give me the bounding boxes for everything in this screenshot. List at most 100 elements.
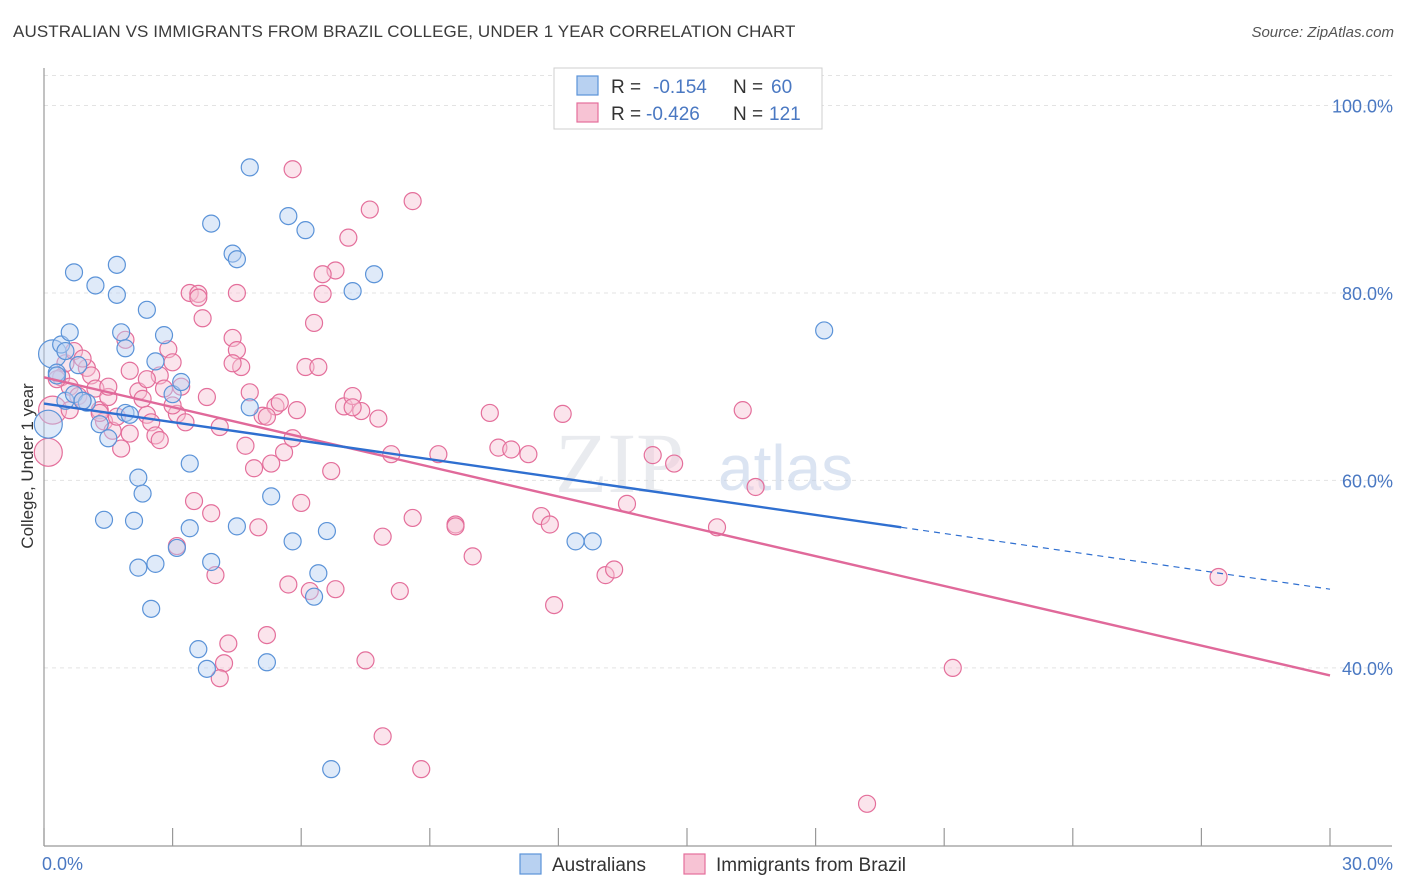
australian-point-22 bbox=[99, 429, 118, 448]
legend-n-value-pink: 121 bbox=[769, 104, 801, 125]
brazil-point-99 bbox=[1209, 567, 1228, 587]
brazil-point-118 bbox=[309, 357, 328, 377]
australian-point-25 bbox=[133, 484, 152, 503]
legend-r-value-blue: -0.154 bbox=[653, 77, 707, 98]
series-legend-label-brazil: Immigrants from Brazil bbox=[716, 855, 906, 876]
brazil-point-97 bbox=[857, 794, 877, 813]
australian-point-29 bbox=[146, 554, 165, 573]
brazil-point-61 bbox=[304, 313, 324, 333]
australian-point-27 bbox=[124, 511, 144, 530]
australian-point-38 bbox=[197, 659, 216, 678]
australian-point-4 bbox=[56, 341, 75, 361]
australian-point-55 bbox=[583, 532, 602, 551]
australian-point-32 bbox=[180, 454, 199, 473]
y-axis-title: College, Under 1 year bbox=[18, 383, 37, 549]
australian-point-5 bbox=[60, 323, 79, 342]
brazil-point-46 bbox=[240, 383, 259, 402]
brazil-point-109 bbox=[189, 288, 208, 307]
x-tick-label-max: 30.0% bbox=[1342, 854, 1393, 874]
legend-n-label-pink: N = bbox=[733, 104, 763, 125]
australian-point-43 bbox=[262, 487, 281, 506]
brazil-trend-line bbox=[43, 376, 1331, 677]
australian-point-8 bbox=[69, 356, 88, 375]
brazil-point-48 bbox=[249, 518, 268, 537]
legend-swatch-blue bbox=[576, 75, 599, 96]
series-legend-swatch-brazil bbox=[683, 853, 706, 875]
brazil-point-77 bbox=[412, 760, 431, 779]
australian-point-10 bbox=[86, 276, 105, 295]
stats-legend: R = -0.154 N = 60 R = -0.426 N = 121 bbox=[553, 67, 823, 130]
australian-point-0 bbox=[33, 409, 63, 439]
brazil-point-111 bbox=[326, 580, 345, 599]
brazil-point-95 bbox=[733, 401, 752, 420]
brazil-point-90 bbox=[605, 560, 624, 579]
australian-point-39 bbox=[202, 552, 221, 572]
australian-point-21 bbox=[90, 415, 109, 434]
brazil-point-92 bbox=[643, 446, 662, 465]
brazil-point-87 bbox=[545, 596, 564, 615]
brazil-point-112 bbox=[343, 398, 362, 417]
australian-point-44 bbox=[279, 207, 298, 226]
brazil-point-40 bbox=[214, 654, 234, 673]
australian-point-45 bbox=[296, 221, 315, 240]
brazil-point-57 bbox=[287, 401, 307, 420]
brazil-point-58 bbox=[292, 493, 311, 513]
australian-point-19 bbox=[172, 372, 191, 392]
brazil-point-41 bbox=[219, 634, 238, 653]
brazil-point-73 bbox=[373, 727, 392, 746]
y-tick-label-60: 60.0% bbox=[1342, 471, 1393, 491]
brazil-point-66 bbox=[339, 228, 358, 247]
australian-point-47 bbox=[283, 532, 302, 551]
brazil-point-47 bbox=[244, 459, 264, 478]
legend-n-label-blue: N = bbox=[733, 77, 763, 98]
legend-r-label-pink: R = bbox=[611, 104, 641, 125]
brazil-point-98 bbox=[943, 658, 962, 678]
brazil-point-100 bbox=[403, 192, 422, 211]
series-legend-label-australians: Australians bbox=[552, 855, 646, 876]
brazil-points bbox=[33, 160, 1228, 813]
brazil-point-18 bbox=[120, 361, 139, 380]
stats-legend-box bbox=[553, 67, 823, 130]
australian-point-48 bbox=[304, 587, 324, 606]
brazil-point-72 bbox=[373, 527, 392, 546]
brazil-point-69 bbox=[356, 651, 375, 670]
brazil-point-28 bbox=[163, 353, 182, 372]
australian-point-40 bbox=[227, 517, 246, 536]
legend-n-value-blue: 60 bbox=[771, 77, 792, 98]
australian-point-51 bbox=[322, 760, 341, 779]
australian-points bbox=[33, 158, 834, 779]
brazil-point-35 bbox=[193, 309, 212, 328]
brazil-point-101 bbox=[283, 160, 302, 179]
source-label: Source: ZipAtlas.com bbox=[1251, 24, 1394, 41]
brazil-point-91 bbox=[617, 494, 637, 513]
brazil-point-119 bbox=[223, 354, 242, 373]
australian-point-13 bbox=[112, 323, 131, 342]
brazil-point-76 bbox=[403, 508, 422, 528]
brazil-point-75 bbox=[390, 581, 409, 601]
australian-point-53 bbox=[364, 265, 384, 284]
australian-point-52 bbox=[343, 281, 362, 301]
australian-point-28 bbox=[129, 558, 148, 577]
australian-point-36 bbox=[227, 250, 246, 269]
australian-point-24 bbox=[129, 468, 148, 487]
legend-r-label-blue: R = bbox=[611, 77, 641, 98]
y-tick-label-100: 100.0% bbox=[1332, 96, 1393, 116]
trend-lines bbox=[43, 376, 1331, 677]
brazil-point-96 bbox=[746, 477, 765, 497]
australian-point-30 bbox=[142, 599, 161, 618]
australian-point-41 bbox=[240, 398, 259, 417]
brazil-point-83 bbox=[502, 440, 521, 459]
brazil-point-24 bbox=[150, 431, 169, 450]
australian-point-37 bbox=[189, 640, 208, 659]
australian-trend-line-extension bbox=[901, 526, 1331, 590]
brazil-point-84 bbox=[519, 445, 538, 464]
australian-trend-line bbox=[43, 402, 902, 529]
brazil-point-113 bbox=[446, 517, 465, 536]
australian-point-15 bbox=[137, 300, 156, 319]
x-tick-label-min: 0.0% bbox=[42, 854, 83, 874]
series-legend: Australians Immigrants from Brazil bbox=[519, 853, 906, 876]
brazil-point-71 bbox=[369, 409, 388, 428]
australian-point-46 bbox=[257, 653, 277, 672]
australian-point-33 bbox=[180, 519, 199, 538]
